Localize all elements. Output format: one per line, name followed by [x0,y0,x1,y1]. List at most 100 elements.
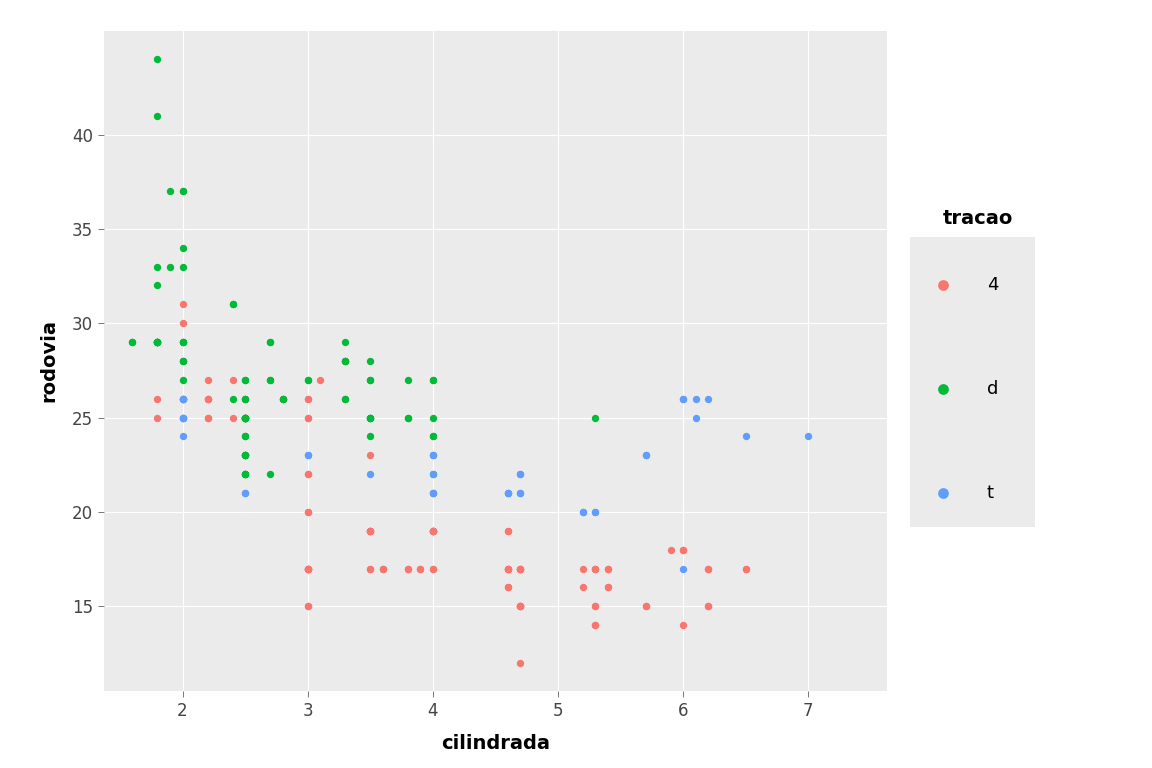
Point [173,242,191,254]
Point [424,487,442,499]
Point [511,600,530,612]
Point [161,185,180,197]
Point [173,185,191,197]
Point [173,392,191,405]
Point [424,449,442,462]
Text: d: d [986,380,998,398]
Point [511,487,530,499]
Point [361,355,379,367]
Point [699,600,718,612]
Point [361,374,379,386]
Point [298,562,317,574]
Point [636,449,654,462]
Point [336,355,355,367]
Point [298,506,317,518]
Point [173,412,191,424]
Point [361,525,379,537]
Point [424,430,442,442]
Point [173,412,191,424]
Point [799,430,818,442]
Point [361,412,379,424]
Point [236,449,255,462]
Point [424,412,442,424]
Point [511,600,530,612]
Point [499,581,517,594]
Point [586,619,605,631]
Point [223,298,242,310]
Point [373,562,392,574]
Point [236,412,255,424]
Point [173,336,191,348]
Point [424,525,442,537]
Point [260,374,279,386]
Point [123,336,142,348]
Point [260,336,279,348]
Point [173,355,191,367]
Point [173,298,191,310]
Point [260,374,279,386]
Point [336,355,355,367]
Point [424,374,442,386]
Point [273,392,291,405]
Point [361,374,379,386]
Point [236,412,255,424]
Point [499,562,517,574]
Point [223,392,242,405]
Point [411,562,430,574]
Point [499,525,517,537]
Point [511,562,530,574]
Point [586,412,605,424]
Point [511,657,530,669]
Point [399,562,417,574]
Point [173,355,191,367]
Point [236,412,255,424]
Point [173,392,191,405]
Point [361,525,379,537]
Point [336,392,355,405]
Point [149,336,167,348]
Point [298,374,317,386]
Point [736,562,755,574]
Point [361,562,379,574]
Point [236,412,255,424]
Point [687,412,705,424]
Point [173,336,191,348]
Point [336,336,355,348]
Point [223,412,242,424]
Point [236,430,255,442]
Point [599,581,617,594]
Point [149,336,167,348]
Point [586,600,605,612]
Point [173,336,191,348]
Point [599,581,617,594]
Point [236,449,255,462]
Point [424,525,442,537]
FancyBboxPatch shape [905,237,1034,528]
Point [361,562,379,574]
Point [236,449,255,462]
Point [298,392,317,405]
Point [586,506,605,518]
Y-axis label: rodovia: rodovia [39,319,59,402]
Point [149,336,167,348]
Point [223,374,242,386]
Point [361,412,379,424]
Point [298,562,317,574]
Point [361,525,379,537]
Point [636,449,654,462]
Point [298,468,317,480]
Point [198,412,217,424]
Point [236,412,255,424]
Point [674,562,692,574]
Point [236,412,255,424]
Point [236,392,255,405]
Point [273,392,291,405]
Point [499,562,517,574]
Point [298,449,317,462]
Point [298,562,317,574]
Point [298,600,317,612]
Point [273,392,291,405]
Point [298,562,317,574]
Point [173,185,191,197]
Point [424,449,442,462]
